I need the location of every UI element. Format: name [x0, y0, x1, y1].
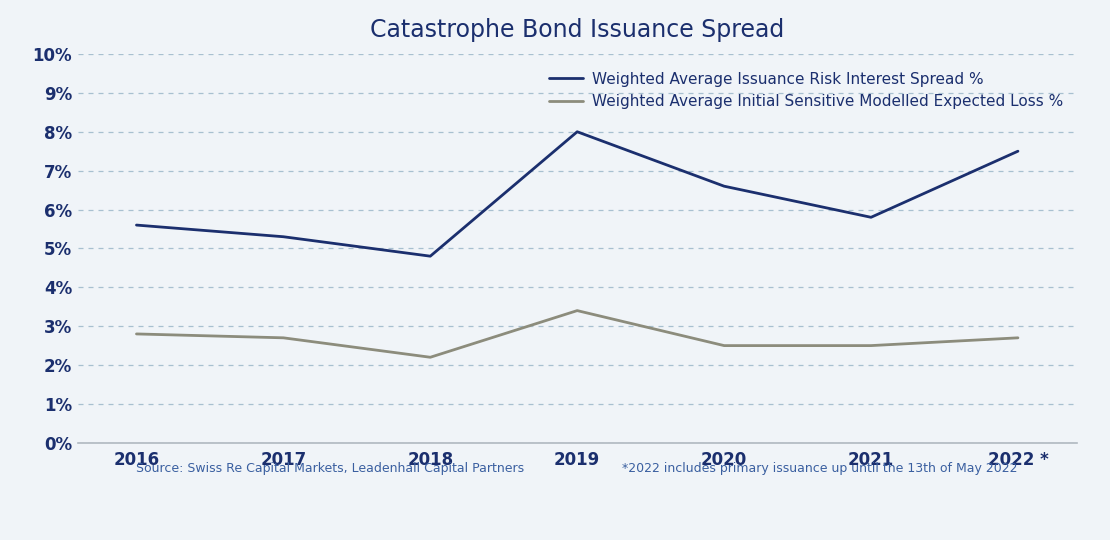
Weighted Average Issuance Risk Interest Spread % — [424, 253, 437, 259]
Weighted Average Issuance Risk Interest Spread % — [717, 183, 730, 190]
Title: Catastrophe Bond Issuance Spread: Catastrophe Bond Issuance Spread — [370, 18, 785, 42]
Weighted Average Initial Sensitive Modelled Expected Loss % — [424, 354, 437, 361]
Weighted Average Initial Sensitive Modelled Expected Loss % — [130, 330, 143, 337]
Weighted Average Issuance Risk Interest Spread % — [865, 214, 878, 220]
Weighted Average Issuance Risk Interest Spread % — [571, 129, 584, 135]
Weighted Average Issuance Risk Interest Spread % — [130, 222, 143, 228]
Weighted Average Initial Sensitive Modelled Expected Loss % — [865, 342, 878, 349]
Weighted Average Initial Sensitive Modelled Expected Loss % — [717, 342, 730, 349]
Legend: Weighted Average Issuance Risk Interest Spread %, Weighted Average Initial Sensi: Weighted Average Issuance Risk Interest … — [543, 65, 1069, 116]
Weighted Average Issuance Risk Interest Spread % — [1011, 148, 1025, 154]
Weighted Average Initial Sensitive Modelled Expected Loss % — [571, 307, 584, 314]
Text: *2022 includes primary issuance up until the 13th of May 2022: *2022 includes primary issuance up until… — [623, 462, 1018, 475]
Weighted Average Initial Sensitive Modelled Expected Loss % — [1011, 335, 1025, 341]
Weighted Average Issuance Risk Interest Spread % — [276, 233, 290, 240]
Line: Weighted Average Initial Sensitive Modelled Expected Loss %: Weighted Average Initial Sensitive Model… — [137, 310, 1018, 357]
Line: Weighted Average Issuance Risk Interest Spread %: Weighted Average Issuance Risk Interest … — [137, 132, 1018, 256]
Text: Source: Swiss Re Capital Markets, Leadenhall Capital Partners: Source: Swiss Re Capital Markets, Leaden… — [137, 462, 525, 475]
Weighted Average Initial Sensitive Modelled Expected Loss % — [276, 335, 290, 341]
